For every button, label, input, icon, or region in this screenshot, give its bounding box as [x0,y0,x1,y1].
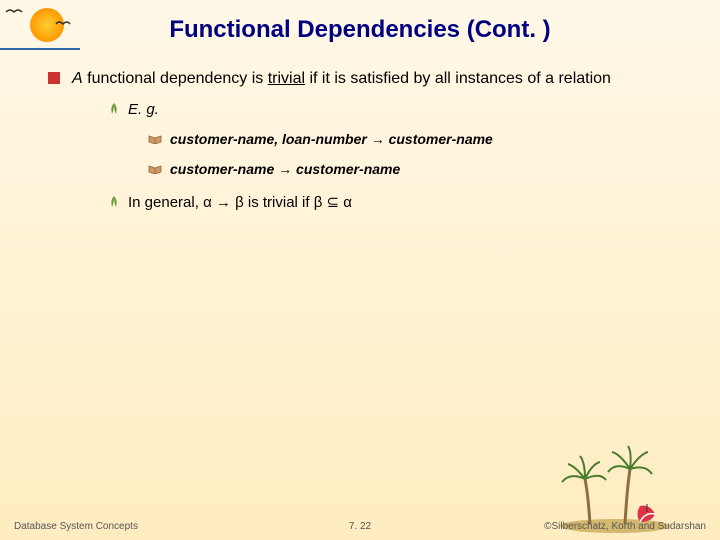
main-text: A functional dependency is trivial if it… [72,68,611,90]
book-bullet-icon [148,161,162,171]
example-1: customer-name, loan-number → customer-na… [148,131,690,149]
slide-title: Functional Dependencies (Cont. ) [0,0,720,68]
sub-bullet-eg: E. g. [108,100,690,119]
general-expr: α → β is trivial if β ⊆ α [203,194,352,211]
water-line [0,48,80,50]
general-text: In general, α → β is trivial if β ⊆ α [128,194,352,211]
bird-icon [4,6,24,16]
bird-icon [54,18,72,28]
main-bullet-row: A functional dependency is trivial if it… [48,68,690,90]
slide-footer: Database System Concepts 7. 22 ©Silbersc… [0,521,720,532]
footer-page-number: 7. 22 [349,521,371,532]
footer-left: Database System Concepts [14,521,138,532]
square-bullet-icon [48,72,60,84]
book-bullet-icon [148,131,162,141]
main-prefix: A [72,70,83,87]
leaf-bullet-icon [108,102,120,116]
main-text1: functional dependency is [83,70,268,87]
main-underlined: trivial [268,70,305,87]
leaf-bullet-icon [108,195,120,209]
general-prefix: In general, [128,194,203,211]
general-rule: In general, α → β is trivial if β ⊆ α [108,193,690,212]
eg-label: E. g. [128,101,159,118]
main-text2: if it is satisfied by all instances of a… [305,70,611,87]
example-1-text: customer-name, loan-number → customer-na… [170,131,493,147]
footer-copyright: ©Silberschatz, Korth and Sudarshan [544,521,706,532]
example-2-text: customer-name → customer-name [170,161,400,177]
slide-content: A functional dependency is trivial if it… [0,68,720,212]
example-2: customer-name → customer-name [148,161,690,179]
corner-sun-decoration [0,0,80,70]
